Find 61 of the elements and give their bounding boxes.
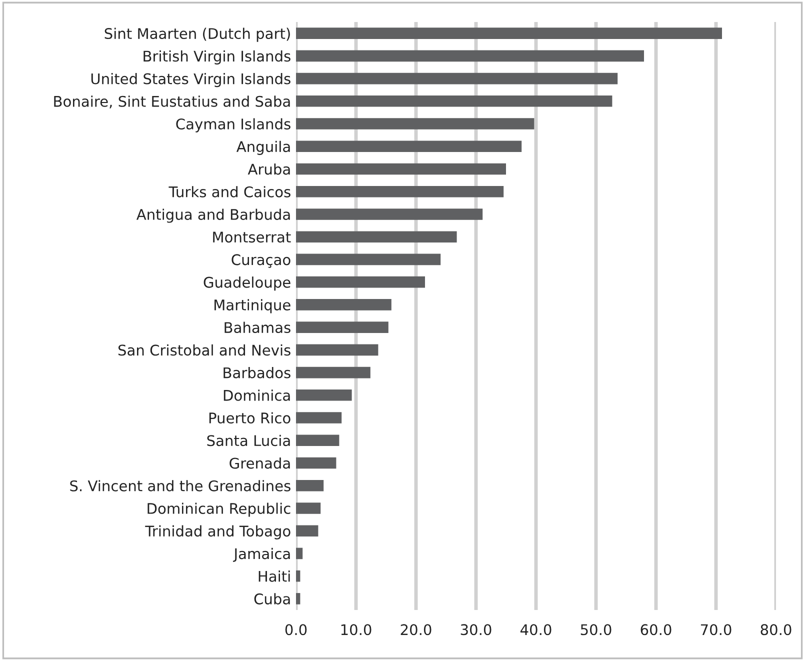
bar [296, 299, 392, 310]
bar [296, 412, 342, 424]
y-tick-label: Santa Lucia [207, 434, 290, 446]
bar [296, 28, 722, 39]
y-tick-label: San Cristobal and Nevis [118, 344, 290, 356]
y-tick-label: Barbados [224, 367, 290, 378]
y-tick-label: Curaçao [232, 254, 290, 268]
bar [296, 163, 506, 175]
x-tick-label: 20.0 [400, 624, 432, 636]
bar [296, 322, 388, 333]
bar [296, 96, 612, 107]
y-tick-label: Anguila [236, 140, 290, 155]
y-tick-label: Dominica [224, 390, 290, 401]
y-tick-label: Martinique [214, 299, 290, 314]
y-tick-label: British Virgin Islands [144, 50, 290, 64]
y-tick-label: Turks and Caicos [168, 186, 290, 198]
bar [296, 457, 336, 469]
y-tick-label: Bahamas [224, 322, 290, 334]
y-tick-label: Jamaica [232, 548, 290, 562]
bar [296, 118, 534, 130]
bar [296, 276, 425, 288]
bar [296, 50, 644, 62]
x-tick-label: 0.0 [285, 624, 307, 636]
y-tick-label: Puerto Rico [209, 412, 290, 424]
x-tick-label: 40.0 [520, 624, 552, 636]
bar [296, 366, 370, 378]
y-tick-label: S. Vincent and the Grenadines [70, 480, 290, 492]
y-tick-label: Bonaire, Sint Eustatius and Saba [54, 96, 290, 108]
y-tick-label: Aruba [248, 163, 290, 175]
bar [296, 72, 618, 84]
y-tick-label: Dominican Republic [148, 502, 290, 517]
bar [296, 231, 457, 242]
bar [296, 434, 340, 446]
bar [296, 344, 378, 356]
bar [296, 593, 300, 604]
x-tick-label: 60.0 [640, 624, 672, 636]
y-tick-label: Antigua and Barbuda [136, 208, 290, 223]
bar [296, 186, 504, 198]
x-tick-label: 70.0 [700, 624, 732, 636]
bar [296, 570, 300, 582]
x-tick-label: 50.0 [580, 624, 612, 636]
y-tick-label: Trinidad and Tobago [145, 525, 290, 540]
y-tick-label: Haiti [258, 570, 290, 582]
bar [296, 390, 352, 401]
bar [296, 254, 441, 266]
x-tick-label: 80.0 [760, 624, 792, 636]
bar [296, 525, 318, 536]
bar [296, 480, 324, 492]
y-tick-label: United States Virgin Islands [91, 73, 290, 88]
y-tick-label: Montserrat [213, 232, 291, 243]
bar [296, 502, 321, 514]
y-tick-label: Guadeloupe [204, 276, 290, 291]
y-tick-label: Sint Maarten (Dutch part) [104, 28, 290, 42]
bar [296, 548, 303, 560]
x-tick-label: 30.0 [460, 624, 492, 636]
y-tick-label: Grenada [230, 457, 290, 469]
bar [296, 208, 483, 220]
x-tick-label: 10.0 [341, 624, 372, 636]
y-tick-label: Cuba [254, 593, 290, 604]
bar [296, 140, 522, 152]
y-tick-label: Cayman Islands [176, 118, 290, 132]
